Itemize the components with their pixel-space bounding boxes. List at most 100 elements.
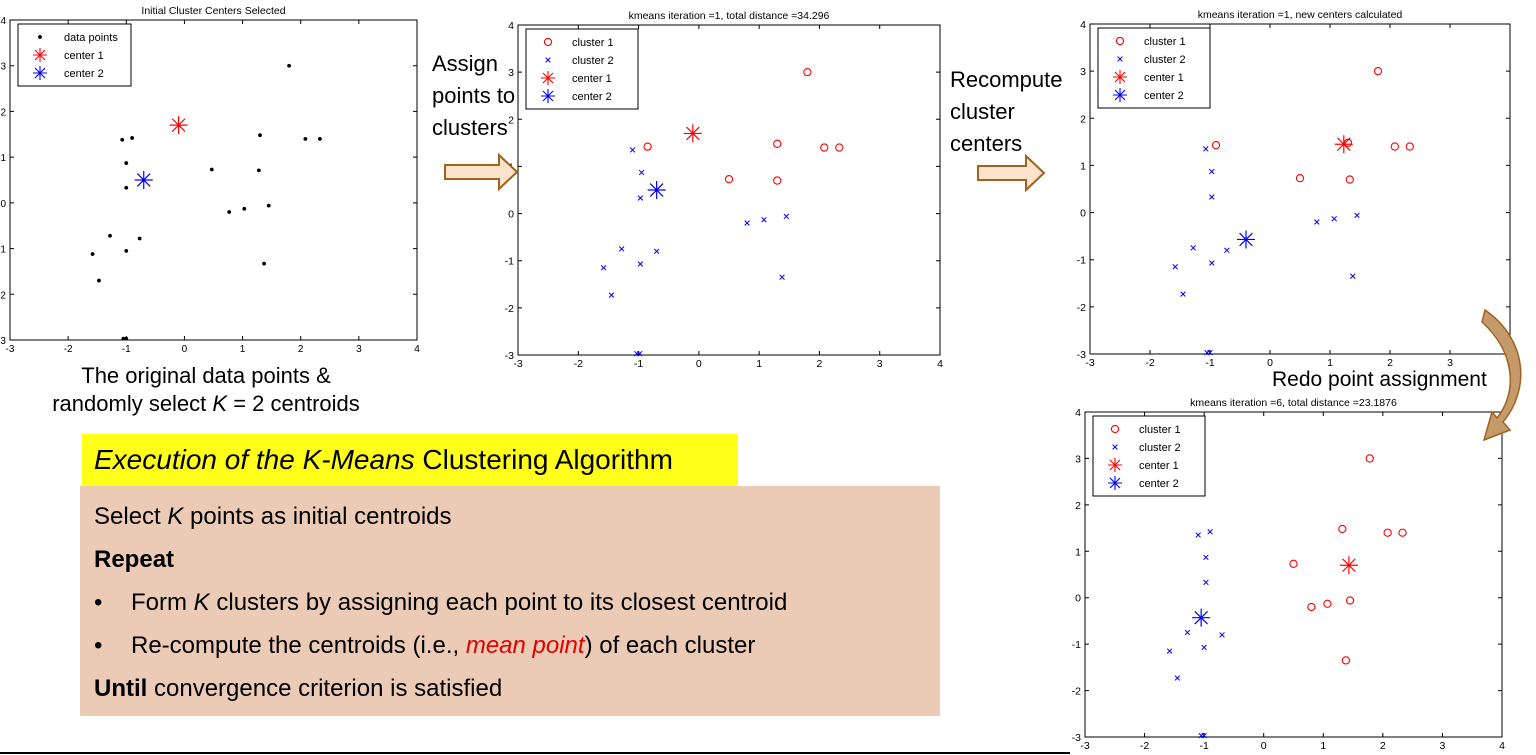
y-tick-label: 0	[1075, 593, 1081, 605]
x-tick-label: -2	[1140, 740, 1149, 752]
x-tick-label: 2	[1387, 357, 1393, 369]
algorithm-title: Execution of the K-Means Clustering Algo…	[82, 434, 738, 486]
data-point	[1398, 528, 1407, 537]
data-point	[1237, 230, 1255, 249]
y-tick-label: 3	[1075, 453, 1081, 465]
data-point	[90, 252, 95, 256]
data-point	[97, 278, 101, 283]
y-tick-label: -1	[1072, 639, 1081, 651]
algorithm-until: Until convergence criterion is satisfied	[94, 672, 940, 715]
data-point	[820, 143, 829, 152]
data-point	[1338, 524, 1347, 534]
data-point	[638, 169, 645, 176]
data-point	[1209, 260, 1215, 266]
bullet-text: Re-compute the centroids (i.e.,	[131, 632, 466, 659]
legend-label: cluster 1	[1139, 424, 1181, 436]
data-point	[618, 246, 625, 252]
data-point	[744, 220, 750, 226]
data-point	[1354, 212, 1360, 219]
data-point	[1405, 142, 1414, 151]
y-tick-label: 3	[1080, 66, 1086, 78]
data-point	[1211, 141, 1221, 150]
legend-label: center 2	[572, 91, 612, 103]
data-point	[643, 142, 652, 151]
data-point	[608, 292, 615, 298]
legend-symbol	[38, 35, 42, 39]
scatter-plot-4: kmeans iteration =6, total distance =23.…	[1072, 397, 1505, 752]
y-tick-label: 4	[508, 20, 514, 32]
x-tick-label: -3	[1085, 357, 1094, 369]
x-tick-label: -2	[1145, 357, 1154, 369]
data-point	[1174, 675, 1181, 681]
algorithm-bullet-form: • Form K clusters by assigning each point…	[94, 586, 940, 629]
y-tick-label: 0	[0, 199, 6, 210]
legend-symbol	[541, 71, 555, 85]
legend-label: cluster 1	[1144, 36, 1186, 48]
data-point	[1203, 579, 1209, 586]
data-point	[1339, 556, 1358, 575]
data-point	[1331, 215, 1337, 222]
data-point	[258, 133, 262, 138]
redo-label: Redo point assignment	[1272, 368, 1487, 391]
y-tick-label: 2	[508, 114, 514, 126]
data-point	[137, 236, 142, 241]
legend-symbol	[545, 57, 551, 63]
recompute-arrow	[977, 153, 1046, 193]
y-tick-label: 4	[0, 16, 6, 27]
legend-label: cluster 2	[1139, 442, 1181, 454]
y-tick-label: -3	[1077, 349, 1086, 361]
data-point	[303, 136, 308, 141]
data-point	[124, 336, 129, 341]
legend-symbol	[541, 89, 555, 103]
scatter-plot-1: Initial Cluster Centers Selected -3 -2 -1 0 1…	[0, 5, 420, 355]
algorithm-title-italic: Execution of the K-Means	[94, 444, 415, 475]
legend-label: center 1	[572, 73, 612, 85]
data-point	[1307, 602, 1316, 612]
x-tick-label: 1	[756, 358, 762, 370]
y-tick-label: 0	[1080, 208, 1086, 220]
data-point	[724, 175, 734, 184]
y-tick-label: -2	[1077, 302, 1086, 314]
x-tick-label: 2	[298, 344, 304, 355]
algorithm-step-select: Select K points as initial centroids	[94, 500, 940, 543]
x-tick-label: 1	[240, 344, 246, 355]
legend-symbol	[1117, 56, 1123, 62]
step-text: Select	[94, 503, 168, 530]
data-point	[242, 206, 247, 211]
x-tick-label: 0	[696, 358, 702, 370]
data-point	[1345, 596, 1355, 605]
data-point	[761, 216, 767, 223]
legend-symbol	[33, 66, 47, 80]
x-tick-label: -1	[634, 358, 643, 370]
data-point	[1184, 629, 1191, 636]
algorithm-title-rest: Clustering Algorithm	[414, 444, 673, 475]
y-tick-label: -1	[0, 245, 6, 256]
data-point	[266, 203, 271, 208]
data-point	[1201, 732, 1207, 739]
caption-text-end: = 2 centroids	[227, 391, 360, 416]
data-point	[124, 161, 129, 165]
legend-symbol	[543, 37, 553, 47]
assign-arrow	[444, 152, 519, 192]
y-tick-label: -2	[505, 303, 514, 315]
data-point	[1190, 245, 1196, 251]
x-tick-label: 3	[356, 344, 362, 355]
data-point	[262, 261, 266, 266]
data-point	[1192, 608, 1211, 627]
data-point	[1383, 528, 1392, 537]
data-point	[130, 136, 135, 140]
scatter-plot-2: kmeans iteration =1, total distance =34.…	[505, 10, 943, 370]
assign-label: Assign points to clusters	[432, 51, 516, 140]
data-point	[1209, 168, 1215, 175]
x-tick-label: -3	[513, 358, 522, 370]
bullet-emphasis: mean point	[465, 632, 585, 659]
data-point	[773, 176, 782, 185]
legend-label: center 1	[64, 50, 104, 62]
data-point	[1295, 174, 1305, 183]
data-point	[637, 261, 644, 267]
x-tick-label: 0	[1267, 357, 1273, 369]
y-tick-label: 1	[0, 153, 6, 164]
x-tick-label: 3	[1447, 357, 1453, 369]
data-point	[1373, 66, 1383, 76]
legend-label: cluster 1	[572, 37, 614, 49]
